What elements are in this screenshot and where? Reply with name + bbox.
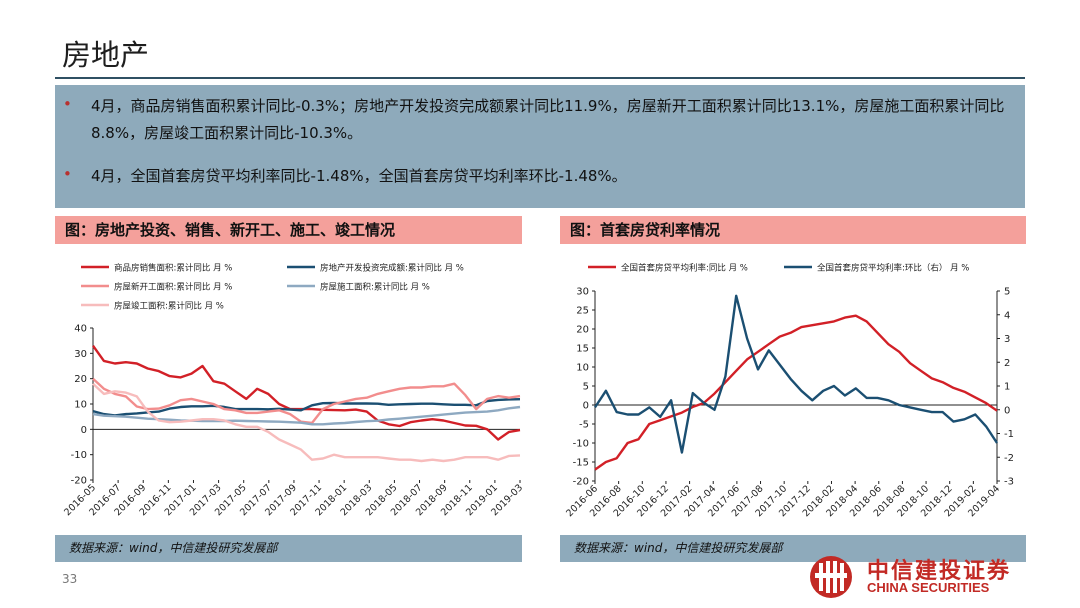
chart-left-ytick-label-5: 30 — [74, 349, 87, 360]
chart-right: 全国首套房贷平均利率:同比 月 % 全国首套房贷平均利率:环比（右） 月 %-20… — [564, 263, 1014, 520]
chart-right-y2tick-label-5: 2 — [1004, 358, 1010, 369]
chart-left-ytick-label-0: -20 — [71, 476, 87, 487]
page-number: 33 — [62, 572, 78, 586]
source-right: 数据来源：wind，中信建投研究发展部 — [560, 535, 1026, 562]
chart-left-legend-label-4: 房屋竣工面积:累计同比 月 % — [114, 301, 224, 312]
chart-right-ytick-label-6: 10 — [576, 363, 589, 374]
chart-left-ytick-label-4: 20 — [74, 374, 87, 385]
chart-left-legend-label-0: 商品房销售面积:累计同比 月 % — [114, 263, 232, 274]
citic-logo-icon — [810, 556, 852, 598]
chart-right-legend-label-1: 全国首套房贷平均利率:环比（右） 月 % — [817, 263, 969, 274]
chart-right-series-1 — [593, 294, 999, 454]
chart-left-ytick-label-2: 0 — [81, 425, 87, 436]
page-title: 房地产 — [62, 38, 150, 72]
chart-title-left: 图：房地产投资、销售、新开工、施工、竣工情况 — [55, 216, 522, 244]
chart-title-right: 图：首套房贷利率情况 — [560, 216, 1026, 244]
chart-left-series-3 — [92, 405, 521, 426]
chart-right-y2tick-label-1: -2 — [1004, 453, 1014, 464]
chart-left: 商品房销售面积:累计同比 月 % 房地产开发投资完成额:累计同比 月 % 房屋新开工… — [62, 263, 522, 519]
chart-right-y2tick-label-0: -3 — [1004, 477, 1014, 488]
bullet-marker-1: • — [63, 95, 72, 113]
source-left: 数据来源：wind，中信建投研究发展部 — [55, 535, 522, 562]
chart-right-ytick-label-3: -5 — [579, 420, 589, 431]
chart-right-ytick-label-7: 15 — [576, 344, 589, 355]
chart-left-ytick-label-6: 40 — [74, 324, 87, 335]
summary-bullet-2: 4月，全国首套房贷平均利率同比-1.48%，全国首套房贷平均利率环比-1.48%… — [91, 167, 627, 185]
chart-right-series-0 — [594, 314, 998, 471]
chart-right-y2tick-label-4: 1 — [1004, 382, 1010, 393]
chart-right-ytick-label-1: -15 — [573, 458, 589, 469]
title-divider — [55, 77, 1025, 79]
chart-right-y2tick-label-8: 5 — [1004, 287, 1010, 298]
chart-right-y2tick-label-3: 0 — [1004, 405, 1010, 416]
chart-right-legend-label-0: 全国首套房贷平均利率:同比 月 % — [621, 263, 748, 274]
chart-left-series-0 — [92, 345, 521, 441]
chart-left-ytick-label-3: 10 — [74, 400, 87, 411]
chart-right-ytick-label-5: 5 — [583, 382, 589, 393]
chart-left-series-1 — [92, 398, 521, 417]
summary-box: • 4月，商品房销售面积累计同比-0.3%；房地产开发投资完成额累计同比11.9… — [55, 85, 1025, 208]
chart-left-series-4 — [92, 382, 521, 463]
logo-text-cn: 中信建投证券 — [867, 559, 1012, 584]
logo-text-en: CHINA SECURITIES — [867, 580, 990, 595]
chart-left-legend-label-2: 房屋新开工面积:累计同比 月 % — [114, 282, 232, 293]
chart-left-legend-label-1: 房地产开发投资完成额:累计同比 月 % — [320, 263, 464, 274]
chart-left-legend-label-3: 房屋施工面积:累计同比 月 % — [320, 282, 430, 293]
summary-bullet-1: 4月，商品房销售面积累计同比-0.3%；房地产开发投资完成额累计同比11.9%，… — [91, 97, 1005, 142]
citic-logo: 中信建投证券 CHINA SECURITIES — [805, 553, 1040, 601]
chart-left-series-2 — [92, 377, 521, 425]
chart-right-ytick-label-0: -20 — [573, 477, 589, 488]
chart-right-ytick-label-9: 25 — [576, 306, 589, 317]
chart-right-y2tick-label-2: -1 — [1004, 429, 1014, 440]
chart-right-ytick-label-4: 0 — [583, 401, 589, 412]
chart-right-ytick-label-10: 30 — [576, 287, 589, 298]
chart-right-ytick-label-2: -10 — [573, 439, 589, 450]
chart-right-ytick-label-8: 20 — [576, 325, 589, 336]
chart-right-y2tick-label-6: 3 — [1004, 334, 1010, 345]
chart-left-ytick-label-1: -10 — [71, 450, 87, 461]
bullet-marker-2: • — [63, 165, 72, 183]
chart-right-y2tick-label-7: 4 — [1004, 310, 1010, 321]
